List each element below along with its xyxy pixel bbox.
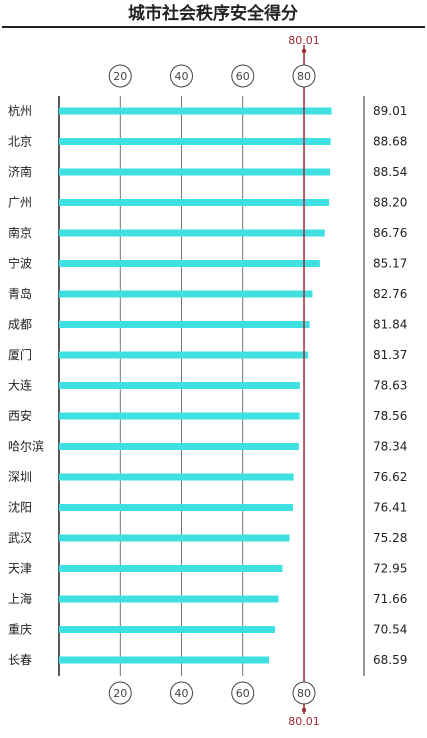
category-label-16: 上海 (8, 591, 32, 606)
category-label-15: 天津 (8, 562, 32, 576)
value-label-5: 85.17 (373, 257, 407, 271)
category-label-18: 长春 (8, 653, 32, 667)
reference-label-top: 80.01 (288, 34, 320, 47)
tick-circle-bottom-60 (231, 681, 255, 705)
bar-13 (59, 504, 294, 511)
category-label-7: 成都 (8, 318, 32, 332)
category-label-6: 青岛 (8, 286, 32, 301)
category-label-1: 北京 (8, 135, 32, 149)
bar-0 (59, 107, 332, 115)
tick-label-bottom-80: 80 (297, 687, 311, 700)
chart-title: 城市社会秩序安全得分 (128, 3, 298, 24)
tick-label-bottom-60: 60 (236, 687, 250, 700)
category-label-13: 沈阳 (8, 500, 32, 515)
value-label-18: 68.59 (373, 653, 407, 667)
bar-7 (59, 321, 310, 328)
value-label-1: 88.68 (373, 135, 407, 149)
bar-16 (59, 595, 279, 603)
category-label-9: 大连 (8, 378, 32, 393)
value-label-3: 88.20 (373, 196, 407, 210)
top-axis-ticks: 20 40 60 80 (108, 64, 316, 88)
bar-9 (59, 382, 300, 389)
bar-11 (59, 443, 299, 450)
bar-8 (59, 351, 309, 359)
reference-line-bottom-dot (301, 707, 307, 713)
value-labels: 89.01 88.68 88.54 88.20 86.76 85.17 82.76 81.84… (373, 104, 407, 667)
category-label-12: 深圳 (8, 470, 32, 484)
bar-1 (59, 138, 331, 145)
bottom-axis-ticks: 20 40 60 80 (108, 681, 316, 705)
category-label-17: 重庆 (8, 623, 32, 637)
value-label-14: 75.28 (373, 531, 407, 545)
value-label-7: 81.84 (373, 318, 407, 332)
reference-line-group: 80.01 80.01 (288, 34, 320, 728)
category-label-4: 南京 (8, 225, 32, 240)
bar-5 (59, 260, 320, 267)
bar-18 (59, 656, 270, 664)
tick-label-top-60: 60 (236, 70, 250, 83)
tick-circle-bottom-20 (108, 681, 132, 705)
value-label-4: 86.76 (373, 226, 407, 240)
tick-label-top-20: 20 (113, 70, 127, 83)
tick-circle-bottom-40 (170, 681, 193, 705)
tick-label-top-80: 80 (297, 70, 311, 83)
bar-14 (59, 534, 290, 542)
tick-circle-top-40 (170, 64, 193, 88)
value-label-13: 76.41 (373, 501, 407, 515)
value-label-6: 82.76 (373, 287, 407, 301)
bar-3 (59, 199, 330, 206)
tick-circle-top-20 (108, 64, 132, 88)
category-label-8: 厦门 (8, 347, 32, 362)
value-label-0: 89.01 (373, 104, 407, 118)
value-label-11: 78.34 (373, 440, 407, 454)
value-label-10: 78.56 (373, 409, 407, 423)
value-label-2: 88.54 (373, 165, 407, 179)
bar-2 (59, 168, 331, 176)
bar-10 (59, 412, 300, 420)
value-label-15: 72.95 (373, 562, 407, 576)
category-label-0: 杭州 (8, 103, 32, 118)
value-label-9: 78.63 (373, 379, 407, 393)
tick-circle-bottom-80 (292, 681, 316, 705)
value-label-8: 81.37 (373, 348, 407, 362)
value-label-17: 70.54 (373, 623, 407, 637)
category-label-2: 济南 (8, 164, 32, 179)
category-label-3: 广州 (8, 196, 32, 210)
bar-12 (59, 473, 294, 481)
reference-label-bottom: 80.01 (288, 715, 320, 728)
tick-label-bottom-40: 40 (175, 687, 189, 700)
bar-4 (59, 229, 325, 237)
tick-circle-top-80 (292, 64, 316, 88)
category-label-14: 武汉 (8, 531, 32, 545)
tick-circle-top-60 (231, 64, 255, 88)
category-label-11: 哈尔滨 (8, 439, 44, 454)
bar-6 (59, 290, 313, 298)
category-label-10: 西安 (8, 408, 32, 423)
value-label-12: 76.62 (373, 470, 407, 484)
bar-17 (59, 626, 276, 633)
reference-line-top-dot (301, 48, 307, 54)
tick-label-bottom-20: 20 (113, 687, 127, 700)
bars (59, 107, 332, 664)
value-label-16: 71.66 (373, 592, 407, 606)
tick-label-top-40: 40 (175, 70, 189, 83)
bar-15 (59, 565, 283, 572)
category-label-5: 宁波 (8, 256, 32, 271)
